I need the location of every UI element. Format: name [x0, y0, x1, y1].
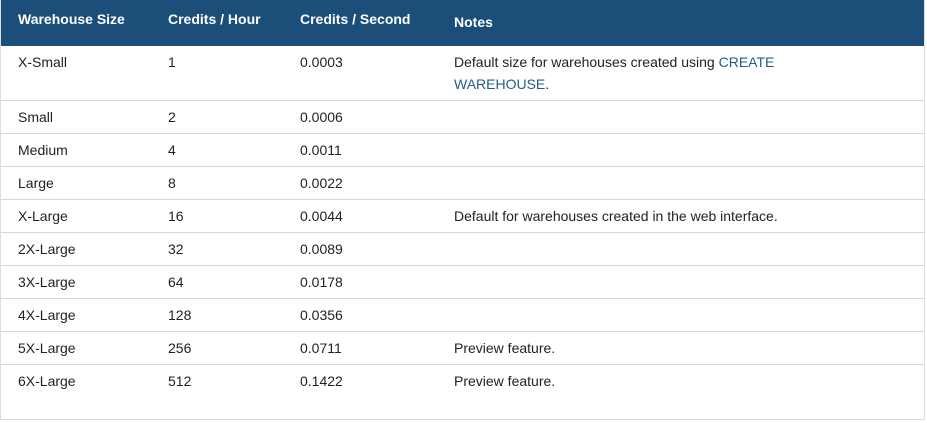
size-cell: Large: [18, 175, 54, 191]
notes-text: Default size for warehouses created usin…: [454, 54, 719, 70]
notes-cell: Preview feature.: [454, 370, 834, 392]
credits-hour-cell: 512: [168, 373, 192, 389]
table-row: Large 8 0.0022: [1, 167, 924, 200]
credits-hour-cell: 128: [168, 307, 192, 323]
table-row: 4X-Large 128 0.0356: [1, 299, 924, 332]
credits-second-cell: 0.0044: [300, 208, 343, 224]
size-cell: 3X-Large: [18, 274, 76, 290]
table-row: X-Small 1 0.0003 Default size for warehouse…: [1, 46, 924, 101]
credits-hour-cell: 64: [168, 274, 184, 290]
size-cell: 5X-Large: [18, 340, 76, 356]
notes-cell: Preview feature.: [454, 337, 834, 359]
credits-second-cell: 0.0003: [300, 54, 343, 70]
column-header-warehouse-size: Warehouse Size: [18, 11, 125, 27]
credits-second-cell: 0.0356: [300, 307, 343, 323]
notes-cell: Default size for warehouses created usin…: [454, 51, 834, 95]
notes-cell: Default for warehouses created in the we…: [454, 205, 834, 227]
credits-second-cell: 0.0011: [300, 142, 342, 158]
credits-second-cell: 0.0089: [300, 241, 343, 257]
table-body: X-Small 1 0.0003 Default size for warehouse…: [1, 46, 924, 398]
size-cell: Medium: [18, 142, 68, 158]
table-row: 6X-Large 512 0.1422 Preview feature.: [1, 365, 924, 398]
credits-second-cell: 0.0022: [300, 175, 343, 191]
credits-second-cell: 0.0711: [300, 340, 342, 356]
size-cell: Small: [18, 109, 54, 125]
notes-text: Preview feature.: [454, 340, 556, 356]
column-header-notes: Notes: [454, 14, 493, 30]
credits-hour-cell: 1: [168, 54, 176, 70]
table-header: Warehouse Size Credits / Hour Credits / …: [1, 0, 924, 46]
credits-hour-cell: 2: [168, 109, 176, 125]
credits-hour-cell: 16: [168, 208, 184, 224]
credits-hour-cell: 32: [168, 241, 184, 257]
table-row: 3X-Large 64 0.0178: [1, 266, 924, 299]
credits-second-cell: 0.1422: [300, 373, 343, 389]
credits-hour-cell: 4: [168, 142, 176, 158]
table-row: 5X-Large 256 0.0711 Preview feature.: [1, 332, 924, 365]
column-header-credits-second: Credits / Second: [300, 11, 411, 27]
table-row: Medium 4 0.0011: [1, 134, 924, 167]
notes-text: Default for warehouses created in the we…: [454, 208, 778, 224]
size-cell: 2X-Large: [18, 241, 76, 257]
create-warehouse-link[interactable]: CREATE WAREHOUSE: [454, 54, 775, 92]
notes-text-end: .: [545, 76, 550, 92]
table-row: Small 2 0.0006: [1, 101, 924, 134]
notes-text: Preview feature.: [454, 373, 556, 389]
size-cell: 6X-Large: [18, 373, 76, 389]
table-row: X-Large 16 0.0044 Default for warehouses cr…: [1, 200, 924, 233]
credits-hour-cell: 8: [168, 175, 176, 191]
credits-second-cell: 0.0006: [300, 109, 343, 125]
credits-second-cell: 0.0178: [300, 274, 343, 290]
size-cell: 4X-Large: [18, 307, 76, 323]
size-cell: X-Large: [18, 208, 68, 224]
column-header-credits-hour: Credits / Hour: [168, 11, 261, 27]
credits-hour-cell: 256: [168, 340, 192, 356]
table-row: 2X-Large 32 0.0089: [1, 233, 924, 266]
size-cell: X-Small: [18, 54, 68, 70]
